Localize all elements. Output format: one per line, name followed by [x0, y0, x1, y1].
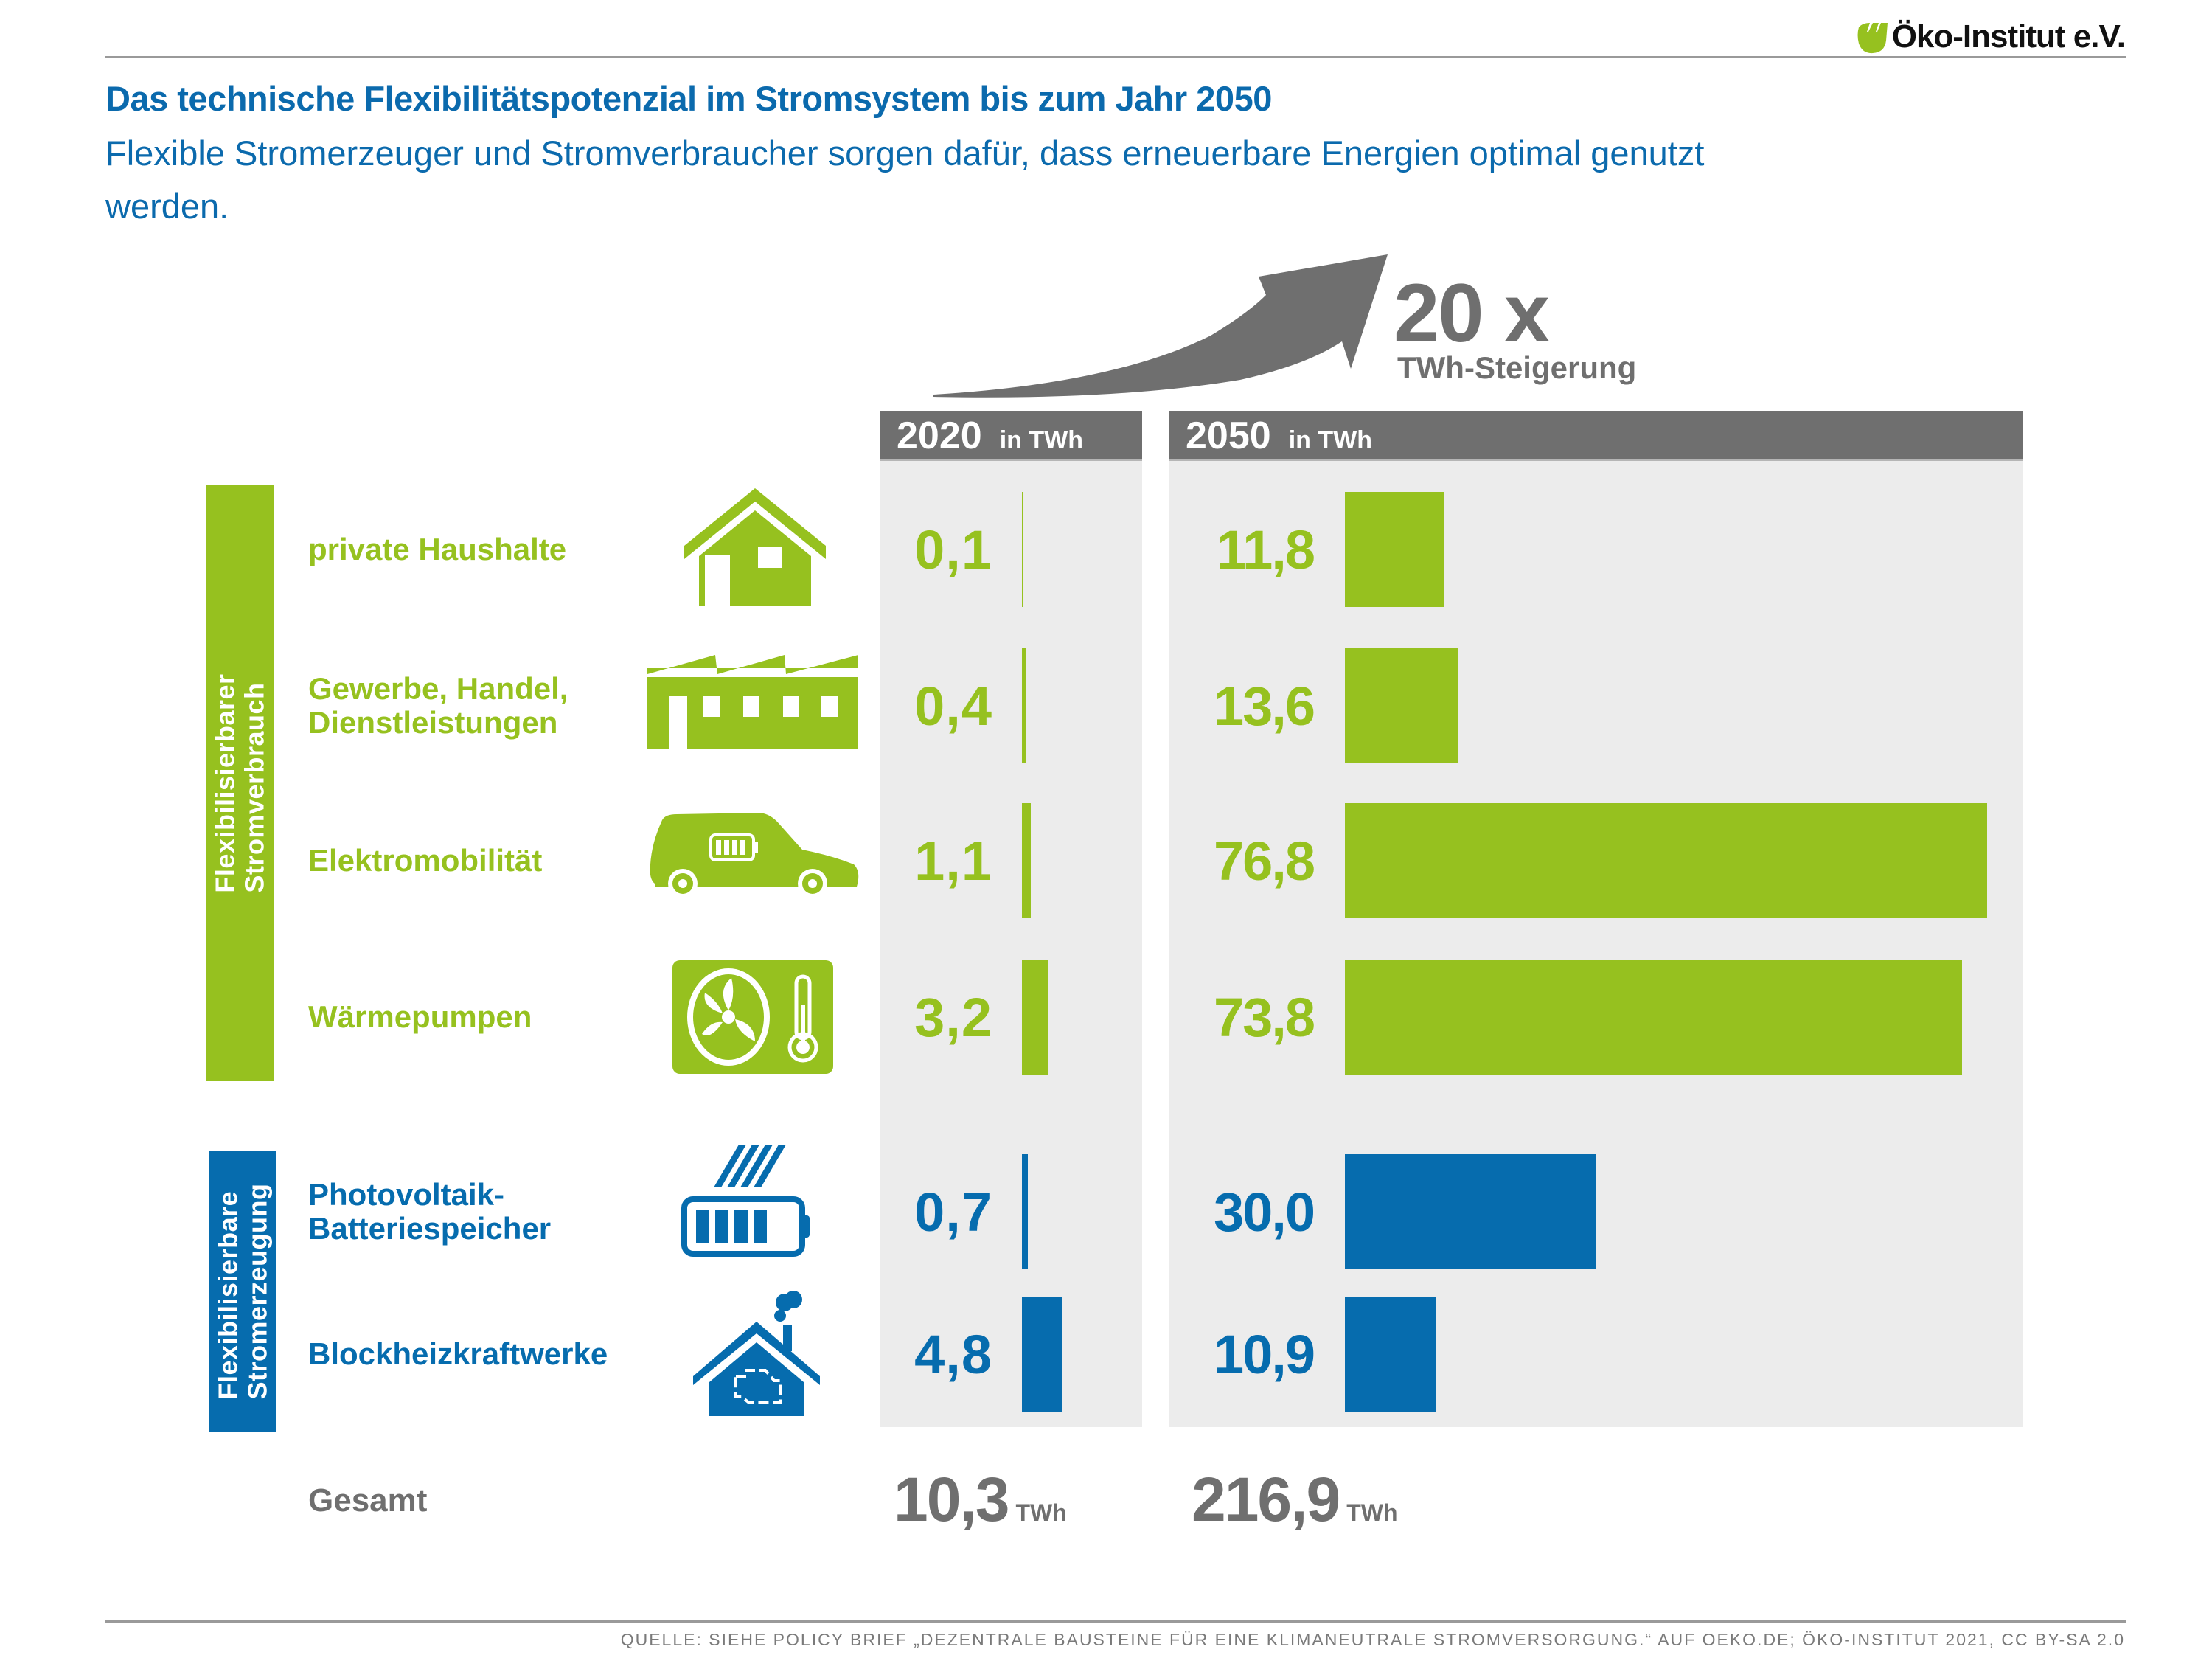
category-label: private Haushalte [308, 532, 566, 566]
group-label-line: Flexibilisierbarer [210, 673, 241, 893]
category-label: Wärmepumpen [308, 1000, 532, 1034]
value-label-2050: 11,8 [1217, 519, 1315, 580]
group-label-line: Stromverbrauch [240, 682, 271, 893]
value-label-2020: 0,7 [914, 1182, 992, 1243]
value-label-2020: 0,4 [914, 676, 992, 737]
category-label: Photovoltaik- Batteriespeicher [308, 1178, 551, 1246]
bar-2050 [1345, 1297, 1436, 1412]
page-subtitle: Flexible Stromerzeuger und Stromverbrauc… [105, 133, 1705, 226]
column-year: 2050 [1186, 414, 1271, 457]
bar-2050 [1345, 960, 1962, 1075]
bar-2050 [1345, 803, 1987, 918]
total-2050: 216,9 TWh [1192, 1464, 1398, 1536]
total-label: Gesamt [308, 1482, 428, 1519]
column-header-2050: 2050 in TWh [1169, 411, 2023, 461]
growth-label: TWh-Steigerung [1397, 350, 1637, 385]
bar-2020 [1022, 1154, 1028, 1269]
column-panel-2020 [880, 461, 1142, 1427]
bar-2050 [1345, 492, 1444, 607]
category-label: Elektromobilität [308, 844, 542, 878]
group-bar-generation: Flexibilisierbare Stromerzeugung [209, 1151, 276, 1432]
bar-2020 [1022, 1297, 1062, 1412]
group-bar-consumption: Flexibilisierbarer Stromverbrauch [206, 485, 274, 1081]
total-2020: 10,3 TWh [894, 1464, 1067, 1536]
category-label-line: Elektromobilität [308, 843, 543, 878]
curved-arrow-up-icon [933, 254, 1388, 398]
category-label-line: private Haushalte [308, 532, 567, 566]
factory-icon [647, 655, 858, 749]
value-label-2050: 73,8 [1213, 987, 1315, 1048]
column-unit: in TWh [1288, 426, 1372, 454]
value-label-2020: 4,8 [914, 1324, 992, 1385]
group-label-line: Flexibilisierbare [212, 1190, 243, 1400]
value-label-2020: 1,1 [914, 830, 992, 892]
value-label-2020: 3,2 [914, 987, 992, 1048]
total-unit: TWh [1346, 1499, 1398, 1526]
column-header-2020: 2020 in TWh [880, 411, 1142, 461]
group-label: Flexibilisierbarer Stromverbrauch [210, 673, 271, 893]
value-label-2050: 10,9 [1213, 1324, 1315, 1385]
chp-house-icon [693, 1291, 820, 1416]
solar-battery-icon [681, 1145, 810, 1257]
value-label-2050: 30,0 [1213, 1182, 1315, 1243]
bar-2020 [1022, 492, 1023, 607]
category-label-line: Blockheizkraftwerke [308, 1336, 608, 1371]
category-label-line: Wärmepumpen [308, 999, 532, 1034]
category-label-line: Dienstleistungen [308, 705, 558, 740]
logo-text: Öko-Institut e.V. [1891, 18, 2126, 55]
total-value: 10,3 [894, 1465, 1009, 1534]
source-note: QUELLE: SIEHE POLICY BRIEF „DEZENTRALE B… [620, 1630, 2125, 1649]
heat-pump-icon [672, 960, 833, 1074]
oeko-institut-logo: Öko-Institut e.V. [1857, 16, 2126, 58]
bar-2020 [1022, 648, 1026, 763]
group-label-line: Stromerzeugung [242, 1183, 273, 1400]
total-unit: TWh [1015, 1499, 1067, 1526]
column-panel-2050 [1169, 461, 2023, 1427]
bar-2050 [1345, 1154, 1596, 1269]
category-label-line: Batteriespeicher [308, 1211, 552, 1246]
bar-2020 [1022, 960, 1049, 1075]
bar-2050 [1345, 648, 1459, 763]
logo-mark-icon [1857, 23, 1888, 54]
value-label-2020: 0,1 [914, 519, 992, 580]
group-label: Flexibilisierbare Stromerzeugung [212, 1183, 273, 1400]
value-label-2050: 76,8 [1213, 830, 1315, 892]
category-label: Blockheizkraftwerke [308, 1337, 608, 1371]
total-value: 216,9 [1192, 1465, 1340, 1534]
category-label-line: Photovoltaik- [308, 1177, 505, 1212]
header-rule [105, 56, 2126, 58]
electric-car-icon [650, 813, 859, 898]
category-label: Gewerbe, Handel, Dienstleistungen [308, 672, 568, 740]
growth-factor: 20 x [1394, 267, 1550, 359]
page-title: Das technische Flexibilitätspotenzial im… [105, 79, 1272, 118]
footer-rule [105, 1620, 2126, 1623]
house-icon [684, 488, 826, 606]
value-label-2050: 13,6 [1213, 676, 1315, 737]
column-unit: in TWh [999, 426, 1083, 454]
category-label-line: Gewerbe, Handel, [308, 671, 568, 706]
column-year: 2020 [897, 414, 982, 457]
bar-2020 [1022, 803, 1032, 918]
